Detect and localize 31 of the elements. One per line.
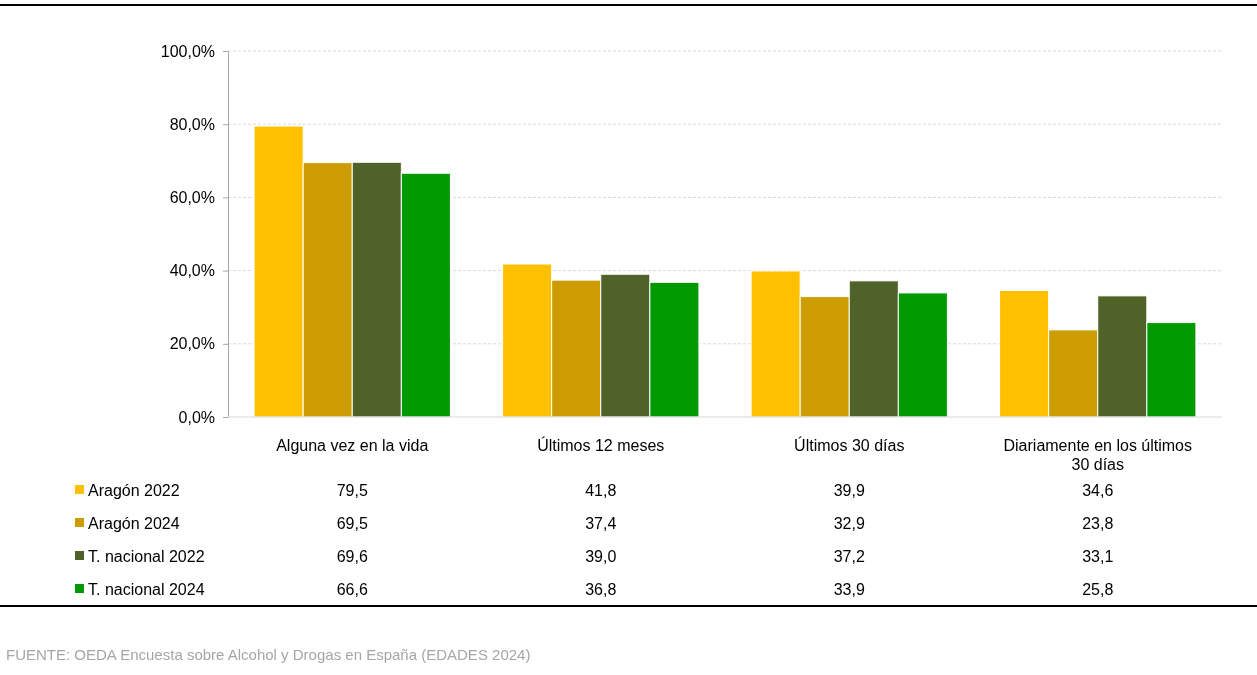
legend-label: Aragón 2024	[88, 515, 180, 532]
y-tick-label: 80,0%	[169, 115, 215, 133]
y-tick-label: 20,0%	[169, 335, 215, 353]
data-label: 69,6	[336, 548, 368, 565]
data-label: 66,6	[336, 581, 368, 598]
data-label: 33,9	[833, 581, 865, 598]
data-label: 34,6	[1082, 482, 1114, 499]
data-label: 25,8	[1082, 581, 1114, 598]
legend-label: T. nacional 2022	[88, 548, 205, 565]
y-tick-label: 100,0%	[160, 42, 215, 60]
y-tick-label: 40,0%	[169, 262, 215, 280]
y-tick-label: 0,0%	[178, 408, 215, 426]
data-label: 32,9	[833, 515, 865, 532]
data-label: 33,1	[1082, 548, 1114, 565]
legend-label: Aragón 2022	[88, 482, 180, 499]
data-label: 41,8	[585, 482, 617, 499]
x-tick-label: Alguna vez en la vida	[276, 437, 429, 454]
data-label: 39,9	[833, 482, 865, 499]
legend-label: T. nacional 2024	[88, 581, 205, 598]
data-label: 79,5	[336, 482, 368, 499]
x-tick-label: Últimos 30 días	[794, 436, 905, 454]
x-tick-label: Últimos 12 meses	[537, 436, 665, 454]
data-label: 36,8	[585, 581, 617, 598]
data-label: 37,2	[833, 548, 865, 565]
data-label: 39,0	[585, 548, 617, 565]
y-tick-label: 60,0%	[169, 189, 215, 207]
source-note: FUENTE: OEDA Encuesta sobre Alcohol y Drogas en España (EDADES 2024)	[6, 646, 531, 663]
data-label: 69,5	[336, 515, 368, 532]
x-tick-label: Diariamente en los últimos 30 días	[1003, 437, 1193, 473]
data-label: 37,4	[585, 515, 617, 532]
data-label: 23,8	[1082, 515, 1114, 532]
